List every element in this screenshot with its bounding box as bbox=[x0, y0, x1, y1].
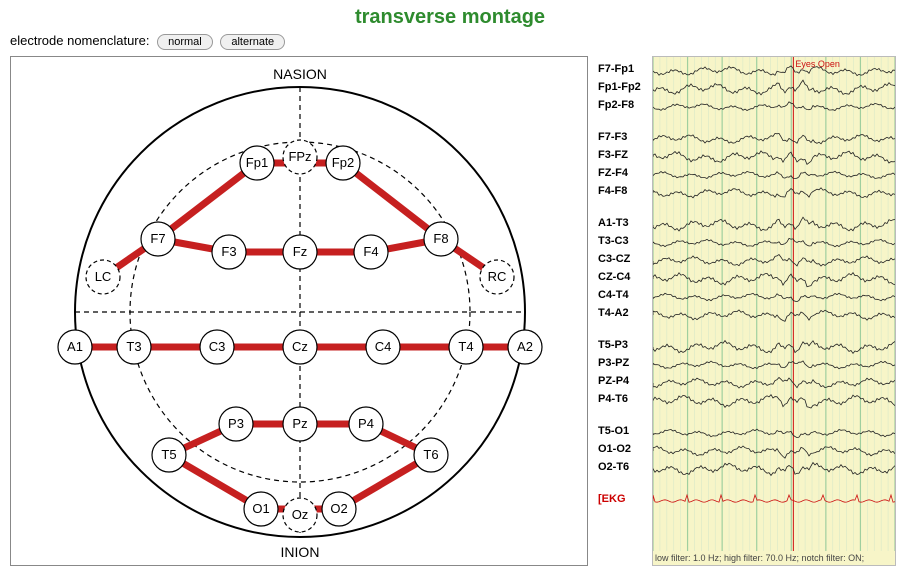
svg-text:F7: F7 bbox=[150, 231, 165, 246]
svg-text:Fp2: Fp2 bbox=[332, 155, 354, 170]
channel-label: F3-FZ bbox=[596, 146, 652, 164]
page-title: transverse montage bbox=[10, 6, 890, 29]
svg-text:A2: A2 bbox=[517, 339, 533, 354]
normal-button[interactable]: normal bbox=[157, 34, 213, 50]
channel-label: PZ-P4 bbox=[596, 372, 652, 390]
svg-text:Fp1: Fp1 bbox=[246, 155, 268, 170]
svg-text:F4: F4 bbox=[363, 244, 378, 259]
channel-label: T5-O1 bbox=[596, 422, 652, 440]
svg-text:Pz: Pz bbox=[292, 416, 307, 431]
svg-text:F8: F8 bbox=[433, 231, 448, 246]
eeg-filter-footer: low filter: 1.0 Hz; high filter: 70.0 Hz… bbox=[655, 553, 864, 563]
svg-text:T3: T3 bbox=[126, 339, 141, 354]
svg-text:FPz: FPz bbox=[288, 149, 311, 164]
svg-text:O2: O2 bbox=[330, 501, 347, 516]
svg-text:C3: C3 bbox=[209, 339, 226, 354]
svg-text:A1: A1 bbox=[67, 339, 83, 354]
channel-label: C3-CZ bbox=[596, 250, 652, 268]
eeg-trace-area: Eyes Open low filter: 1.0 Hz; high filte… bbox=[652, 56, 896, 566]
channel-label: O1-O2 bbox=[596, 440, 652, 458]
channel-label: A1-T3 bbox=[596, 214, 652, 232]
svg-text:Cz: Cz bbox=[292, 339, 308, 354]
eeg-channel-labels: F7-Fp1Fp1-Fp2Fp2-F8 F7-F3F3-FZFZ-F4F4-F8 A… bbox=[596, 56, 652, 566]
electrode-diagram-panel: NASION INION Fp1 FPz Fp2 F7 F3 Fz F4 F8 LC RC A1 T3 C3… bbox=[10, 56, 588, 566]
svg-text:P4: P4 bbox=[358, 416, 374, 431]
main-content: NASION INION Fp1 FPz Fp2 F7 F3 Fz F4 F8 LC RC A1 T3 C3… bbox=[10, 56, 890, 566]
svg-text:F3: F3 bbox=[221, 244, 236, 259]
svg-text:C4: C4 bbox=[375, 339, 392, 354]
channel-label: F4-F8 bbox=[596, 182, 652, 200]
channel-label: [EKG bbox=[596, 490, 652, 508]
svg-text:INION: INION bbox=[281, 544, 320, 560]
channel-label: CZ-C4 bbox=[596, 268, 652, 286]
channel-label: F7-Fp1 bbox=[596, 60, 652, 78]
channel-label: P3-PZ bbox=[596, 354, 652, 372]
svg-text:O1: O1 bbox=[252, 501, 269, 516]
channel-label: T3-C3 bbox=[596, 232, 652, 250]
channel-label: T5-P3 bbox=[596, 336, 652, 354]
svg-text:Oz: Oz bbox=[292, 507, 309, 522]
svg-text:T5: T5 bbox=[161, 447, 176, 462]
channel-label: F7-F3 bbox=[596, 128, 652, 146]
svg-text:Fz: Fz bbox=[293, 244, 307, 259]
channel-label: C4-T4 bbox=[596, 286, 652, 304]
toolbar: electrode nomenclature: normal alternate bbox=[10, 33, 890, 50]
channel-label: P4-T6 bbox=[596, 390, 652, 408]
channel-label: T4-A2 bbox=[596, 304, 652, 322]
svg-text:RC: RC bbox=[488, 269, 507, 284]
eeg-panel: F7-Fp1Fp1-Fp2Fp2-F8 F7-F3F3-FZFZ-F4F4-F8 A… bbox=[596, 56, 896, 566]
channel-label: FZ-F4 bbox=[596, 164, 652, 182]
svg-text:LC: LC bbox=[95, 269, 112, 284]
svg-text:NASION: NASION bbox=[273, 66, 327, 82]
nomenclature-label: electrode nomenclature: bbox=[10, 33, 149, 48]
channel-label: Fp2-F8 bbox=[596, 96, 652, 114]
svg-text:T6: T6 bbox=[423, 447, 438, 462]
svg-text:P3: P3 bbox=[228, 416, 244, 431]
alternate-button[interactable]: alternate bbox=[220, 34, 285, 50]
channel-label: O2-T6 bbox=[596, 458, 652, 476]
svg-text:T4: T4 bbox=[458, 339, 473, 354]
channel-label: Fp1-Fp2 bbox=[596, 78, 652, 96]
